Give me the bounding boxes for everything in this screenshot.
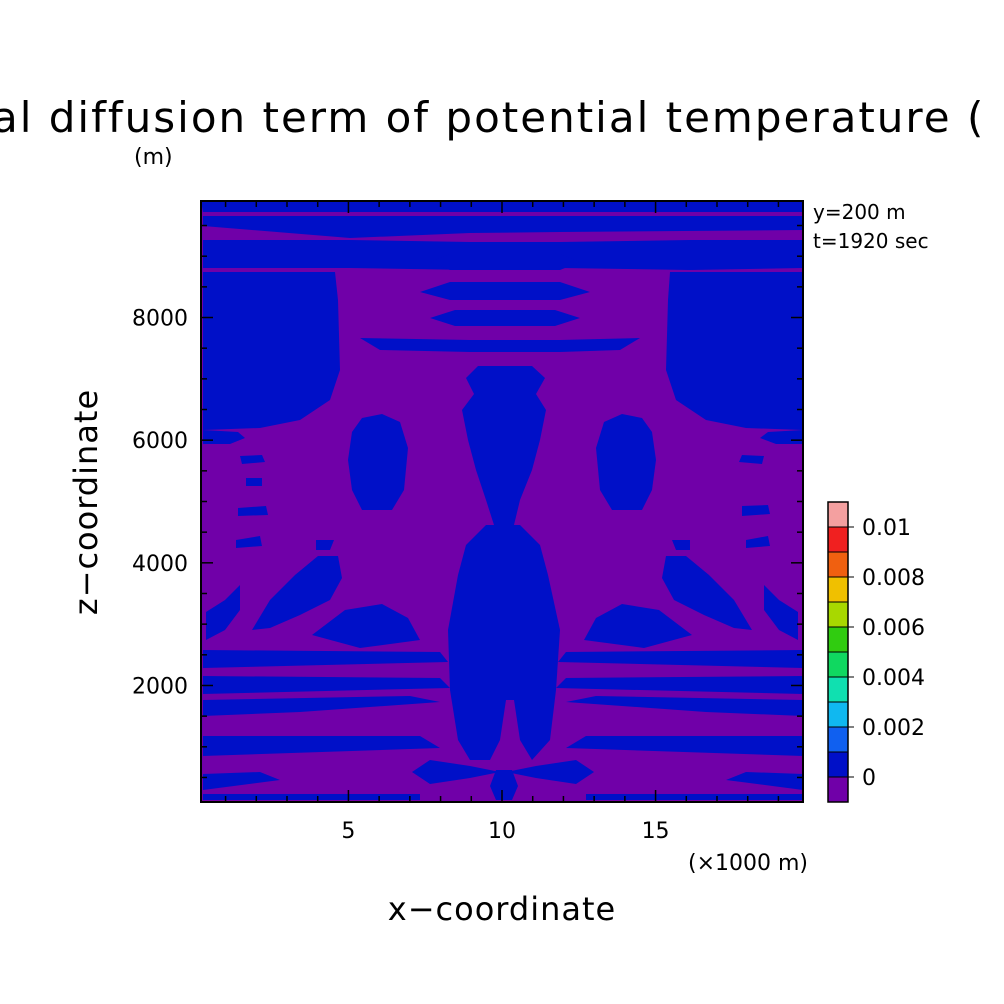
zero-region-40 [726, 772, 803, 790]
zero-region-5 [430, 254, 580, 270]
colorbar-label: 0 [862, 766, 876, 791]
colorbar: 0.01 0.008 0.006 0.004 0.002 0 [827, 501, 925, 803]
zero-region-8 [360, 338, 640, 352]
x-axis-label: x−coordinate [388, 890, 616, 928]
colorbar-swatch [827, 751, 849, 778]
colorbar-label: 0.008 [862, 566, 925, 591]
zero-region-31 [203, 676, 450, 694]
colorbar-frame [827, 501, 849, 803]
zero-region-42 [412, 760, 500, 784]
colorbar-label: 0.002 [862, 716, 925, 741]
title-unit: (m) [134, 145, 173, 170]
colorbar-label: 0.004 [862, 666, 925, 691]
zero-region-19 [739, 455, 764, 464]
zero-region-32 [203, 696, 440, 716]
zero-region-20 [742, 505, 770, 516]
y-tick-label: 8000 [132, 307, 188, 332]
x-tick-label: 15 [642, 819, 670, 844]
zero-value-regions [201, 201, 803, 800]
colorbar-swatch [827, 626, 849, 653]
y-tick-label: 4000 [132, 552, 188, 577]
colorbar-swatch [827, 576, 849, 603]
zero-region-14 [246, 478, 262, 486]
zero-region-37 [556, 676, 803, 694]
colorbar-label: 0.01 [862, 516, 911, 541]
zero-region-15 [238, 506, 268, 516]
zero-region-11 [596, 414, 656, 510]
zero-region-1 [203, 216, 803, 238]
zero-region-10 [348, 414, 408, 510]
zero-region-38 [566, 696, 803, 716]
zero-region-27 [764, 585, 798, 640]
zero-region-23 [252, 556, 342, 630]
colorbar-swatch [827, 501, 849, 528]
y-tick-label: 6000 [132, 429, 188, 454]
chart-title: al diffusion term of potential temperatu… [0, 93, 985, 142]
axis-ticks [201, 201, 803, 802]
zero-region-25 [312, 604, 420, 648]
x-tick-label: 10 [488, 819, 516, 844]
zero-region-3 [203, 272, 340, 430]
zero-region-39 [566, 736, 803, 756]
zero-region-4 [666, 272, 803, 430]
zero-region-24 [206, 585, 240, 640]
colorbar-swatch [827, 776, 849, 803]
zero-region-26 [662, 556, 752, 630]
y-axis-label: z−coordinate [67, 389, 105, 615]
zero-region-44 [490, 770, 518, 800]
zero-region-34 [203, 772, 280, 790]
colorbar-swatch [827, 551, 849, 578]
zero-region-22 [672, 540, 690, 550]
colorbar-swatch [827, 651, 849, 678]
y-tick-label: 2000 [132, 674, 188, 699]
zero-region-36 [558, 650, 803, 668]
colorbar-swatch [827, 526, 849, 553]
annotation-y-level: y=200 m [813, 200, 906, 224]
zero-region-17 [316, 540, 334, 550]
zero-region-13 [240, 455, 265, 464]
zero-region-30 [203, 650, 448, 668]
zero-region-9 [462, 366, 546, 525]
x-axis-unit: (×1000 m) [688, 851, 808, 876]
zero-region-41 [586, 794, 803, 800]
zero-region-29 [448, 525, 560, 760]
colorbar-swatch [827, 701, 849, 728]
zero-region-28 [584, 604, 692, 648]
zero-region-35 [203, 794, 420, 800]
zero-region-43 [506, 760, 594, 784]
colorbar-swatch [827, 676, 849, 703]
zero-region-7 [430, 310, 580, 326]
colorbar-label: 0.006 [862, 616, 925, 641]
zero-region-6 [420, 282, 590, 300]
zero-region-12 [203, 430, 245, 444]
colorbar-swatch [827, 601, 849, 628]
zero-region-16 [236, 536, 262, 548]
zero-region-21 [746, 536, 770, 548]
x-tick-label: 5 [341, 819, 355, 844]
annotation-time: t=1920 sec [813, 229, 929, 253]
plot-area [200, 200, 804, 803]
colorbar-swatch [827, 726, 849, 753]
zero-region-33 [203, 736, 440, 756]
